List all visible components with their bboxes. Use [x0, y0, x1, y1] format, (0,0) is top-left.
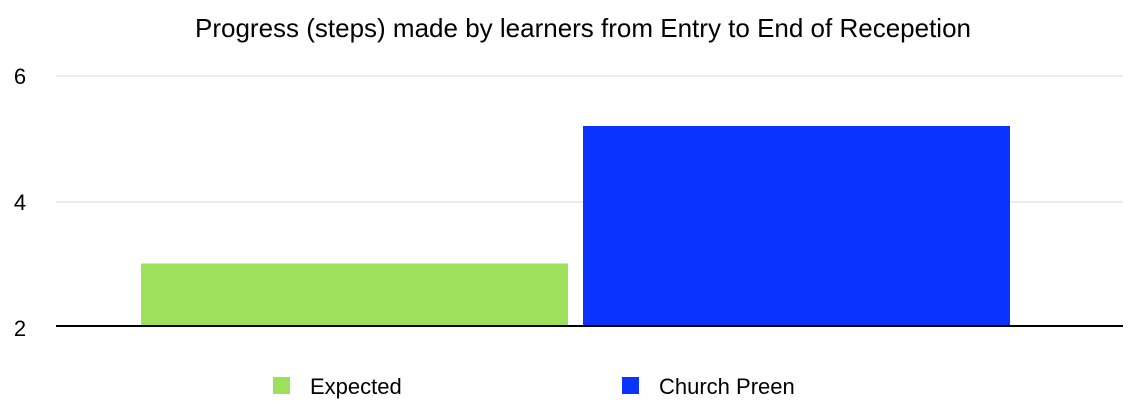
- legend-swatch-expected: [273, 377, 290, 394]
- y-tick-label-4: 4: [14, 190, 26, 215]
- y-axis-labels: 6 4 2: [14, 64, 26, 341]
- bar-church-preen: [583, 126, 1010, 326]
- y-tick-label-6: 6: [14, 64, 26, 89]
- legend: Expected Church Preen: [273, 374, 795, 399]
- chart-title: Progress (steps) made by learners from E…: [195, 13, 971, 43]
- legend-label-expected: Expected: [310, 374, 402, 399]
- legend-item-church-preen: Church Preen: [622, 374, 795, 399]
- legend-label-church-preen: Church Preen: [659, 374, 795, 399]
- bar-expected: [141, 263, 568, 326]
- y-tick-label-2: 2: [14, 316, 26, 341]
- legend-swatch-church-preen: [622, 377, 639, 394]
- legend-item-expected: Expected: [273, 374, 402, 399]
- bars: [141, 126, 1010, 326]
